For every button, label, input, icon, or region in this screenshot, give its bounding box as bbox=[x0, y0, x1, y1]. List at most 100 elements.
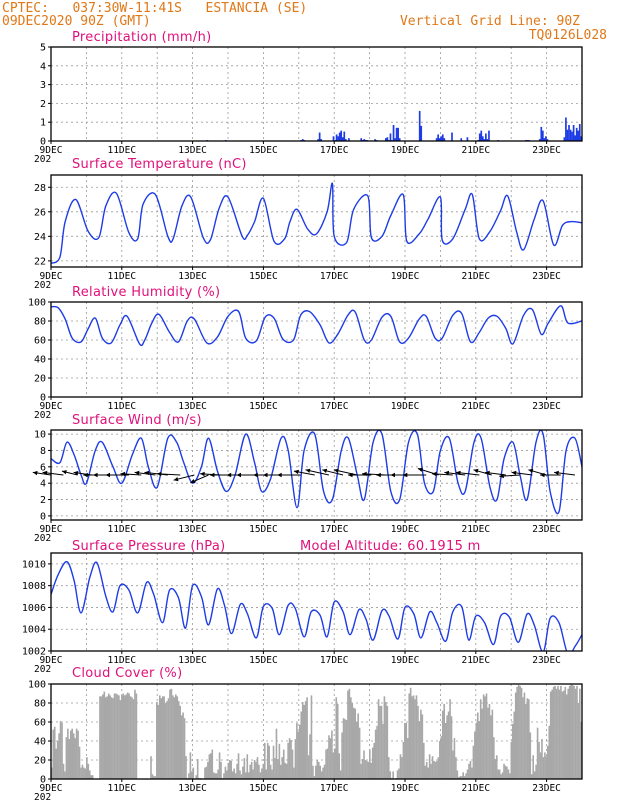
cloud-cover-data bbox=[51, 684, 582, 779]
cloud-cover-bar bbox=[269, 764, 272, 779]
cloud-cover-xtick-label: 11DEC bbox=[107, 783, 136, 794]
wind-arrow-head bbox=[73, 470, 79, 476]
cloud-cover-bar bbox=[64, 771, 66, 779]
precipitation-bar bbox=[418, 110, 421, 141]
precipitation-bar bbox=[348, 138, 350, 141]
cloud-cover-bar bbox=[351, 703, 354, 779]
cloud-cover-bar bbox=[455, 757, 457, 779]
cloud-cover-bar bbox=[274, 758, 276, 779]
precipitation-bar bbox=[565, 117, 567, 141]
surface-wind-data bbox=[51, 430, 582, 515]
cloud-cover-bar bbox=[176, 696, 179, 779]
cloud-cover-bar bbox=[459, 776, 462, 779]
precipitation-bar bbox=[335, 134, 338, 141]
cloud-cover-bar bbox=[268, 745, 270, 779]
surface-wind-xtick-label: 15DEC bbox=[249, 524, 278, 535]
surface-pressure-xtick-label: 21DEC bbox=[461, 655, 490, 666]
cloud-cover-bar bbox=[123, 695, 126, 779]
wind-arrow-head bbox=[540, 472, 545, 478]
cloud-cover-bar bbox=[188, 773, 190, 779]
cloud-cover-bar bbox=[557, 685, 559, 779]
cloud-cover-bar bbox=[428, 754, 431, 779]
cloud-cover-bar bbox=[156, 702, 158, 779]
surface-temperature-xtick-label: 19DEC bbox=[391, 271, 420, 282]
surface-pressure-line bbox=[51, 560, 582, 651]
cloud-cover-bar bbox=[377, 699, 380, 779]
cloud-cover-bar bbox=[234, 773, 237, 779]
cloud-cover-bar bbox=[462, 772, 464, 779]
cloud-cover-bar bbox=[350, 697, 352, 779]
cloud-cover-bar bbox=[580, 722, 582, 779]
cloud-cover-bar bbox=[469, 760, 472, 779]
header-model-id: TQ0126L028 bbox=[529, 28, 607, 43]
cloud-cover-bar bbox=[249, 764, 252, 779]
cloud-cover-bar bbox=[425, 761, 428, 779]
precipitation-bar bbox=[538, 139, 541, 141]
cloud-cover-bar bbox=[345, 720, 348, 779]
cloud-cover-bar bbox=[404, 722, 406, 779]
cloud-cover-bar bbox=[406, 738, 409, 779]
cloud-cover-bar bbox=[294, 739, 297, 779]
precipitation-bar bbox=[546, 139, 549, 141]
cloud-cover-bar bbox=[523, 692, 526, 779]
surface-temperature-data bbox=[51, 182, 582, 264]
cloud-cover-bar bbox=[180, 715, 183, 779]
precipitation-bar bbox=[541, 130, 544, 141]
cloud-cover-bar bbox=[246, 754, 249, 779]
cloud-cover-bar bbox=[192, 767, 195, 779]
cloud-cover-bar bbox=[61, 722, 63, 779]
cloud-cover-bar bbox=[568, 685, 571, 779]
cloud-cover-bar bbox=[218, 752, 221, 779]
cloud-cover-bar bbox=[386, 705, 389, 779]
cloud-cover-bar bbox=[490, 715, 492, 779]
relative-humidity-xtick-label: 19DEC bbox=[391, 401, 420, 412]
cloud-cover-bar bbox=[510, 741, 513, 779]
relative-humidity-xtick-label: 9DEC bbox=[40, 401, 63, 412]
precipitation-bar bbox=[360, 138, 363, 141]
surface-temperature-frame bbox=[50, 174, 583, 268]
cloud-cover-bar bbox=[191, 771, 193, 779]
precipitation-frame bbox=[50, 46, 583, 142]
cloud-cover-bar bbox=[177, 701, 180, 779]
cloud-cover-xtick-label: 19DEC bbox=[391, 783, 420, 794]
cloud-cover-bar bbox=[361, 759, 364, 779]
header-run-date: 09DEC2020 90Z (GMT) bbox=[2, 14, 151, 29]
cloud-cover-bar bbox=[430, 763, 432, 779]
wind-arrow-head bbox=[305, 468, 311, 473]
cloud-cover-bar bbox=[115, 693, 117, 779]
wind-arrow-head bbox=[417, 467, 423, 472]
cloud-cover-bar bbox=[100, 696, 103, 779]
precipitation-bar bbox=[395, 127, 398, 141]
precipitation-bar bbox=[481, 136, 484, 141]
cloud-cover-bar bbox=[259, 772, 262, 779]
cloud-cover-bar bbox=[552, 686, 555, 779]
cloud-cover-bar bbox=[481, 708, 483, 779]
wind-arrow-head bbox=[499, 473, 504, 479]
surface-wind-xtick-label: 13DEC bbox=[178, 524, 207, 535]
cloud-cover-bar bbox=[536, 727, 539, 779]
cloud-cover-bar bbox=[517, 684, 520, 779]
wind-arrow-head bbox=[293, 469, 299, 475]
surface-pressure-xtick-label: 15DEC bbox=[249, 655, 278, 666]
cloud-cover-bar bbox=[312, 765, 314, 779]
cloud-cover-bar bbox=[520, 687, 523, 779]
precipitation-bar bbox=[337, 136, 339, 141]
cloud-cover-bar bbox=[528, 699, 530, 779]
cloud-cover-bar bbox=[51, 767, 53, 779]
wind-arrow-head bbox=[173, 477, 179, 482]
cloud-cover-bar bbox=[125, 694, 128, 779]
precipitation-bar bbox=[437, 134, 440, 141]
cloud-cover-bar bbox=[103, 691, 106, 779]
cloud-cover-bar bbox=[132, 699, 135, 779]
relative-humidity-ytick-label: 80 bbox=[34, 317, 46, 328]
precipitation-bar bbox=[338, 132, 341, 141]
cloud-cover-bar bbox=[328, 735, 330, 779]
cloud-cover-bar bbox=[334, 748, 336, 779]
cloud-cover-bar bbox=[151, 774, 154, 779]
precipitation-ytick-label: 2 bbox=[40, 99, 46, 110]
precipitation-bar bbox=[577, 130, 580, 141]
cloud-cover-bar bbox=[309, 734, 311, 779]
cloud-cover-bar bbox=[525, 703, 527, 779]
precipitation-bar bbox=[574, 135, 576, 141]
cloud-cover-bar bbox=[121, 695, 123, 779]
